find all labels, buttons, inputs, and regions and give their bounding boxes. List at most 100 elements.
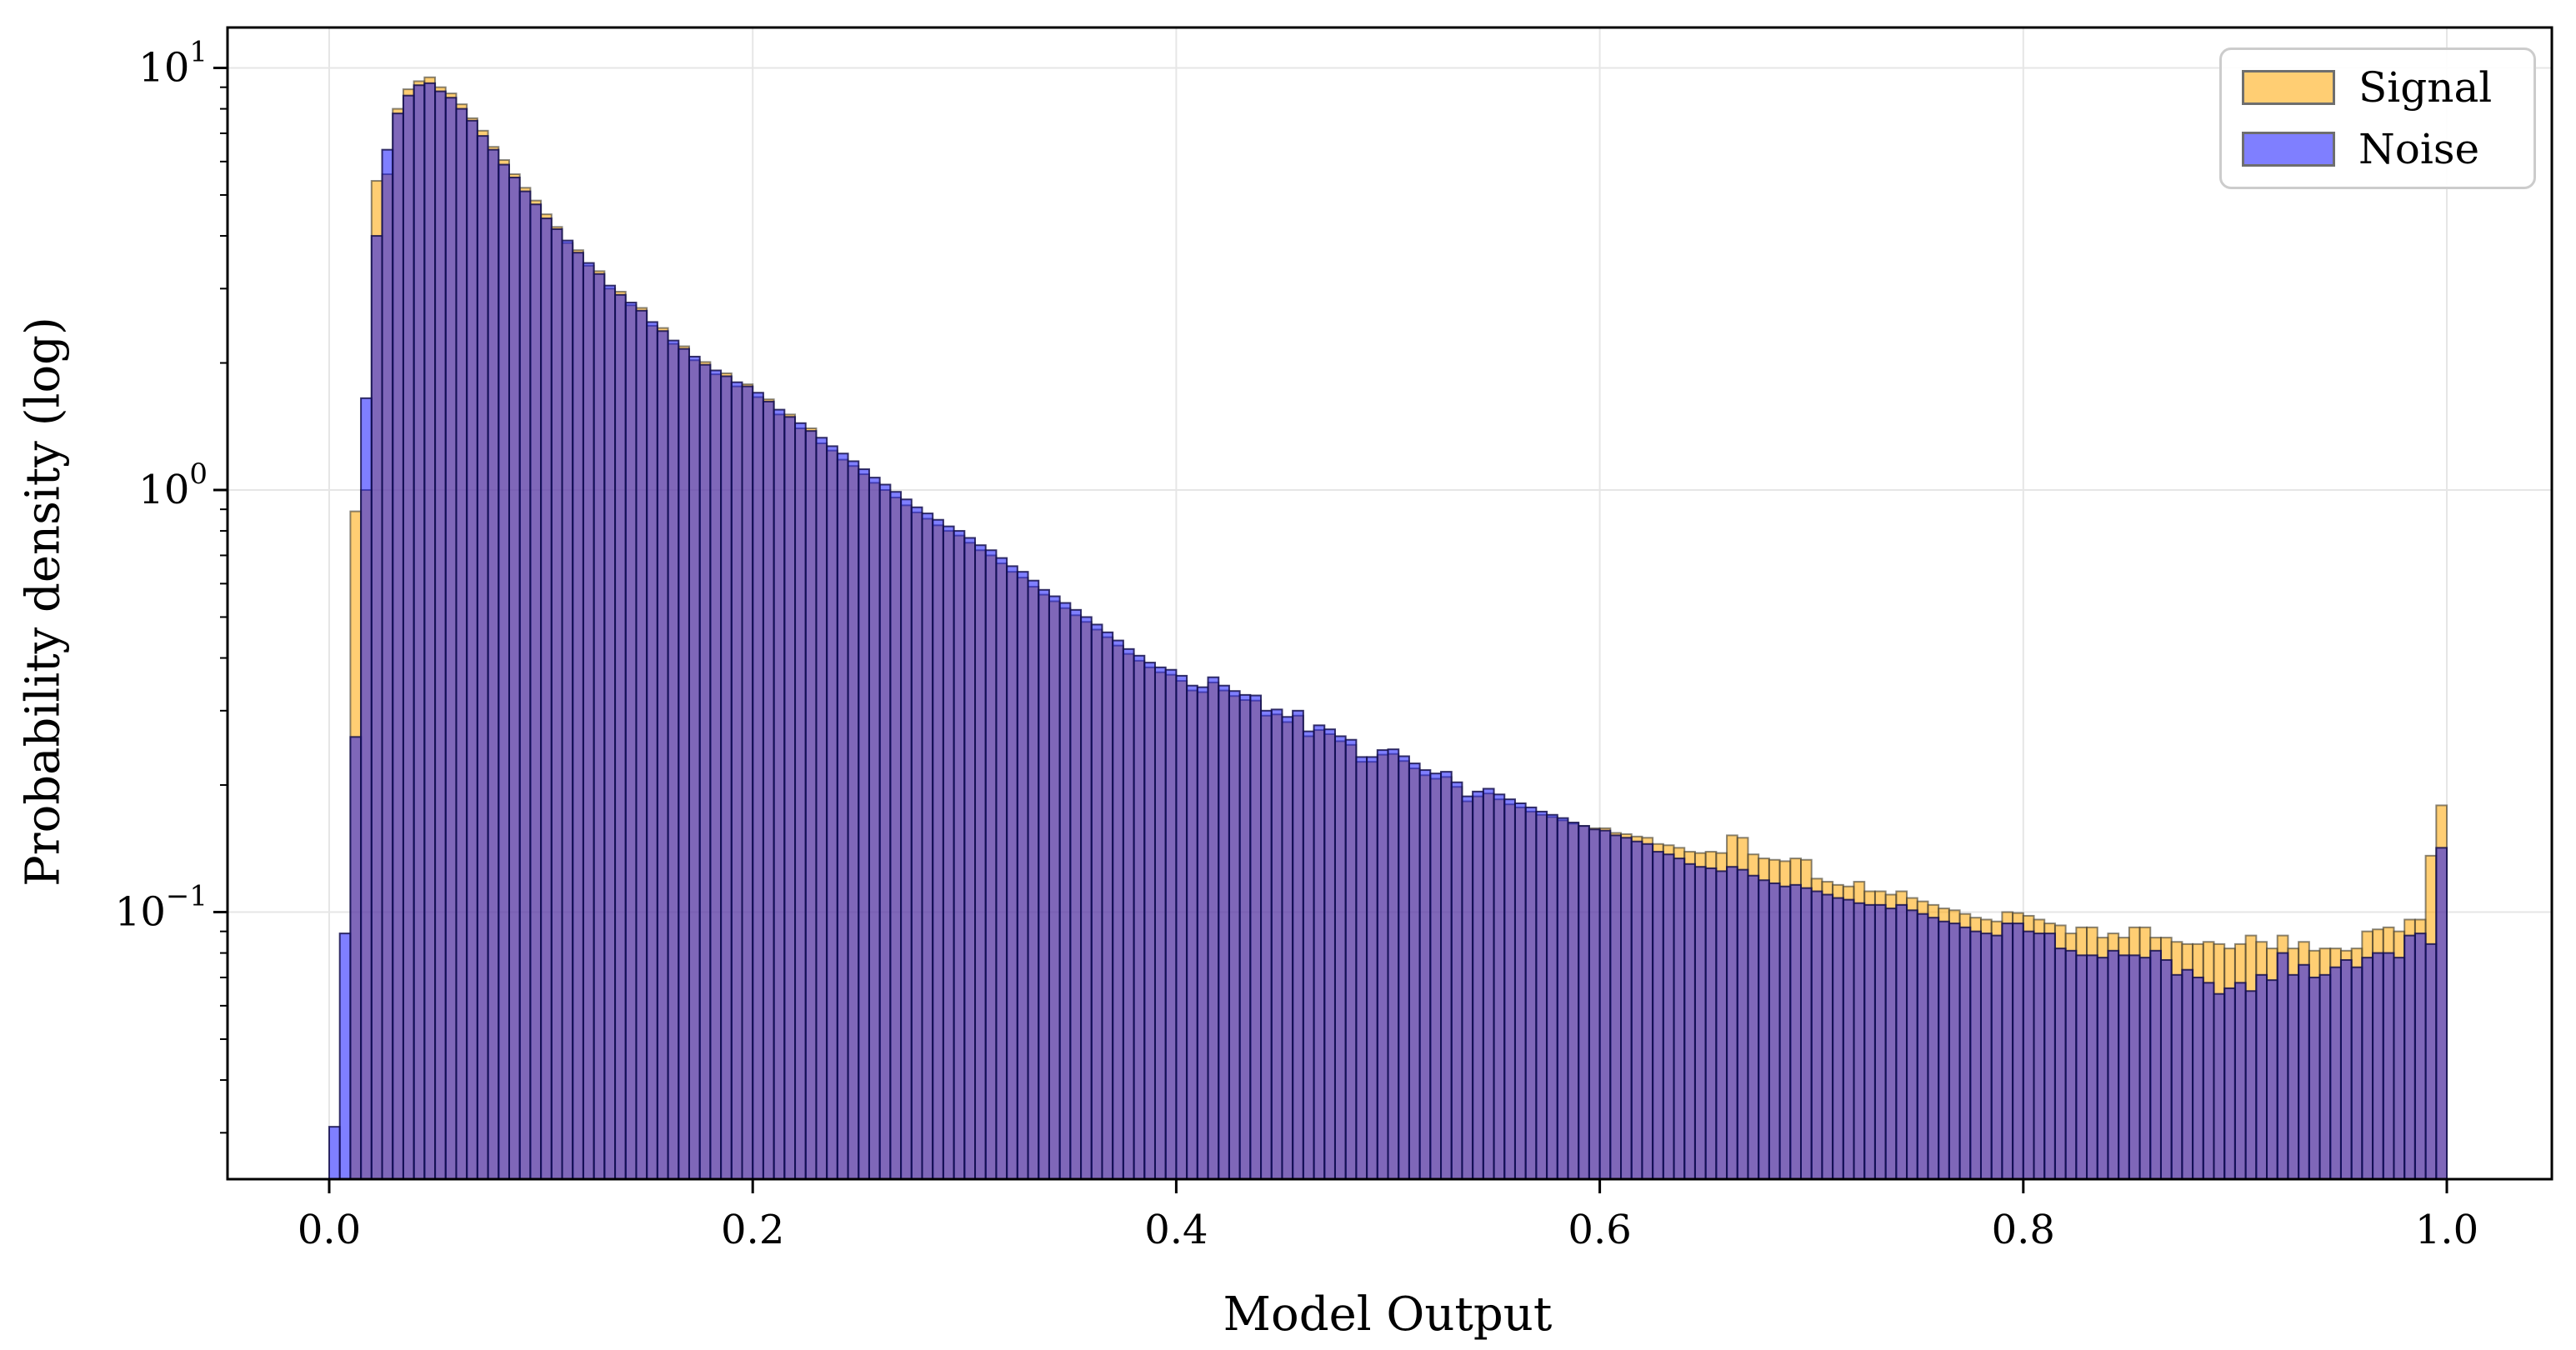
histogram-bar-noise: [900, 498, 913, 1180]
histogram-bar-noise: [1387, 748, 1400, 1180]
histogram-bar-noise: [878, 483, 892, 1180]
histogram-bar-noise: [1038, 588, 1050, 1180]
histogram-bar-noise: [1153, 666, 1167, 1180]
histogram-bar-noise: [2064, 949, 2078, 1180]
x-tick-label: 0.6: [1568, 1207, 1631, 1253]
histogram-bar-noise: [1333, 735, 1347, 1180]
histogram-bar-noise: [995, 557, 1008, 1180]
histogram-bar-noise: [2266, 979, 2278, 1180]
plot-border: [226, 26, 2553, 1181]
histogram-bar-noise: [1016, 571, 1029, 1180]
noise-swatch-icon: [2242, 132, 2335, 167]
histogram-bar-noise: [392, 112, 404, 1180]
tick-labels: 0.0 0.2 0.4 0.6 0.8 1.0 101 100 10−1: [115, 36, 2478, 1254]
histogram-bar-noise: [1895, 903, 1908, 1180]
histogram-bar-noise: [1948, 922, 1961, 1180]
histogram-bar-noise: [2086, 954, 2098, 1180]
histogram-bar-noise: [423, 82, 437, 1181]
histogram-bar-noise: [2128, 954, 2141, 1180]
histogram-bar-noise: [593, 272, 606, 1181]
axes-spines: [226, 26, 2553, 1181]
histogram-bar-noise: [1376, 749, 1389, 1180]
histogram-bar-noise: [2053, 948, 2067, 1181]
histogram-bar-noise: [1567, 822, 1580, 1181]
histogram-bar-noise: [1662, 853, 1675, 1180]
histogram-bar-noise: [656, 330, 669, 1180]
histogram-bar-noise: [942, 525, 955, 1180]
histogram-bar-noise: [2022, 930, 2035, 1181]
histogram-bar-noise: [953, 530, 966, 1180]
legend-label-signal: Signal: [2358, 63, 2493, 112]
histogram-bar-noise: [2413, 932, 2427, 1180]
histogram-bar-noise: [1313, 724, 1326, 1180]
histogram-bar-noise: [2001, 922, 2014, 1180]
histogram-bar-noise: [794, 422, 807, 1181]
histogram-bar-noise: [572, 252, 584, 1181]
legend: Signal Noise: [2219, 48, 2536, 189]
histogram-bar-noise: [1641, 842, 1654, 1181]
histogram-bar-noise: [1747, 874, 1760, 1180]
histogram-bar-noise: [413, 84, 426, 1180]
histogram-bar-noise: [773, 408, 786, 1181]
histogram-bar-noise: [2033, 932, 2046, 1180]
legend-entry-signal: Signal: [2242, 67, 2513, 108]
histogram-bar-noise: [1196, 686, 1209, 1180]
histogram-bar-noise: [1927, 917, 1940, 1180]
histogram-bar-noise: [434, 90, 447, 1181]
histogram-bar-noise: [381, 148, 394, 1180]
histogram-bar-noise: [1058, 602, 1072, 1180]
histogram-bar-noise: [1609, 834, 1623, 1181]
histogram-bar-noise: [826, 445, 838, 1180]
histogram-bar-noise: [1143, 662, 1156, 1180]
histogram-bar-noise: [889, 491, 903, 1180]
histogram-bar-noise: [868, 477, 881, 1180]
histogram-bar-noise: [921, 512, 934, 1180]
histogram-bar-noise: [1366, 756, 1378, 1180]
histogram-bar-noise: [1027, 579, 1040, 1180]
histogram-bar-noise: [498, 163, 510, 1180]
histogram-bar-noise: [1535, 810, 1548, 1180]
histogram-bar-noise: [2096, 957, 2109, 1181]
histogram-bar-noise: [402, 94, 415, 1180]
histogram-bar-noise: [2372, 952, 2384, 1180]
legend-entry-noise: Noise: [2242, 128, 2513, 170]
histogram-bar-noise: [932, 518, 944, 1180]
histogram-bar-noise: [1090, 623, 1103, 1180]
histogram-bar-noise: [1112, 639, 1124, 1180]
histogram-bar-noise: [2318, 973, 2332, 1180]
histogram-bar-noise: [1122, 648, 1135, 1180]
histogram-bar-noise: [804, 430, 818, 1180]
histogram-bar-noise: [1524, 806, 1538, 1181]
histogram-bar-noise: [2287, 973, 2300, 1180]
histogram-bar-noise: [1588, 828, 1601, 1181]
histogram-bar-noise: [1503, 798, 1516, 1180]
histogram-bar-noise: [1778, 885, 1792, 1180]
histogram-bar-noise: [455, 108, 468, 1181]
histogram-bar-noise: [1482, 788, 1495, 1180]
histogram-bar-noise: [2170, 973, 2183, 1180]
histogram-bar-noise: [1969, 930, 1982, 1181]
histogram-bar-noise: [614, 293, 627, 1180]
series-noise: [328, 82, 2448, 1181]
histogram-bar-noise: [1546, 813, 1558, 1181]
histogram-bar-noise: [1715, 870, 1728, 1181]
histogram-bar-noise: [2107, 949, 2120, 1180]
histogram-bar-noise: [2043, 932, 2056, 1180]
histogram-bar-noise: [529, 203, 543, 1180]
histogram-bar-noise: [1630, 840, 1643, 1180]
histogram-bar-noise: [1461, 795, 1474, 1180]
y-tick-label: 101: [138, 36, 208, 92]
histogram-bar-noise: [1408, 762, 1421, 1180]
histogram-bar-noise: [730, 381, 743, 1180]
histogram-bar-noise: [1556, 817, 1569, 1180]
histogram-bar-noise: [1620, 837, 1633, 1180]
y-tick-label: 10−1: [115, 880, 208, 936]
histogram-bar-noise: [2329, 966, 2342, 1180]
histogram-bar-noise: [1652, 851, 1664, 1180]
histogram-bar-noise: [550, 228, 563, 1181]
histogram-bar-noise: [2075, 954, 2088, 1180]
histogram-bar-noise: [1789, 883, 1803, 1180]
histogram-bar-noise: [752, 392, 764, 1180]
